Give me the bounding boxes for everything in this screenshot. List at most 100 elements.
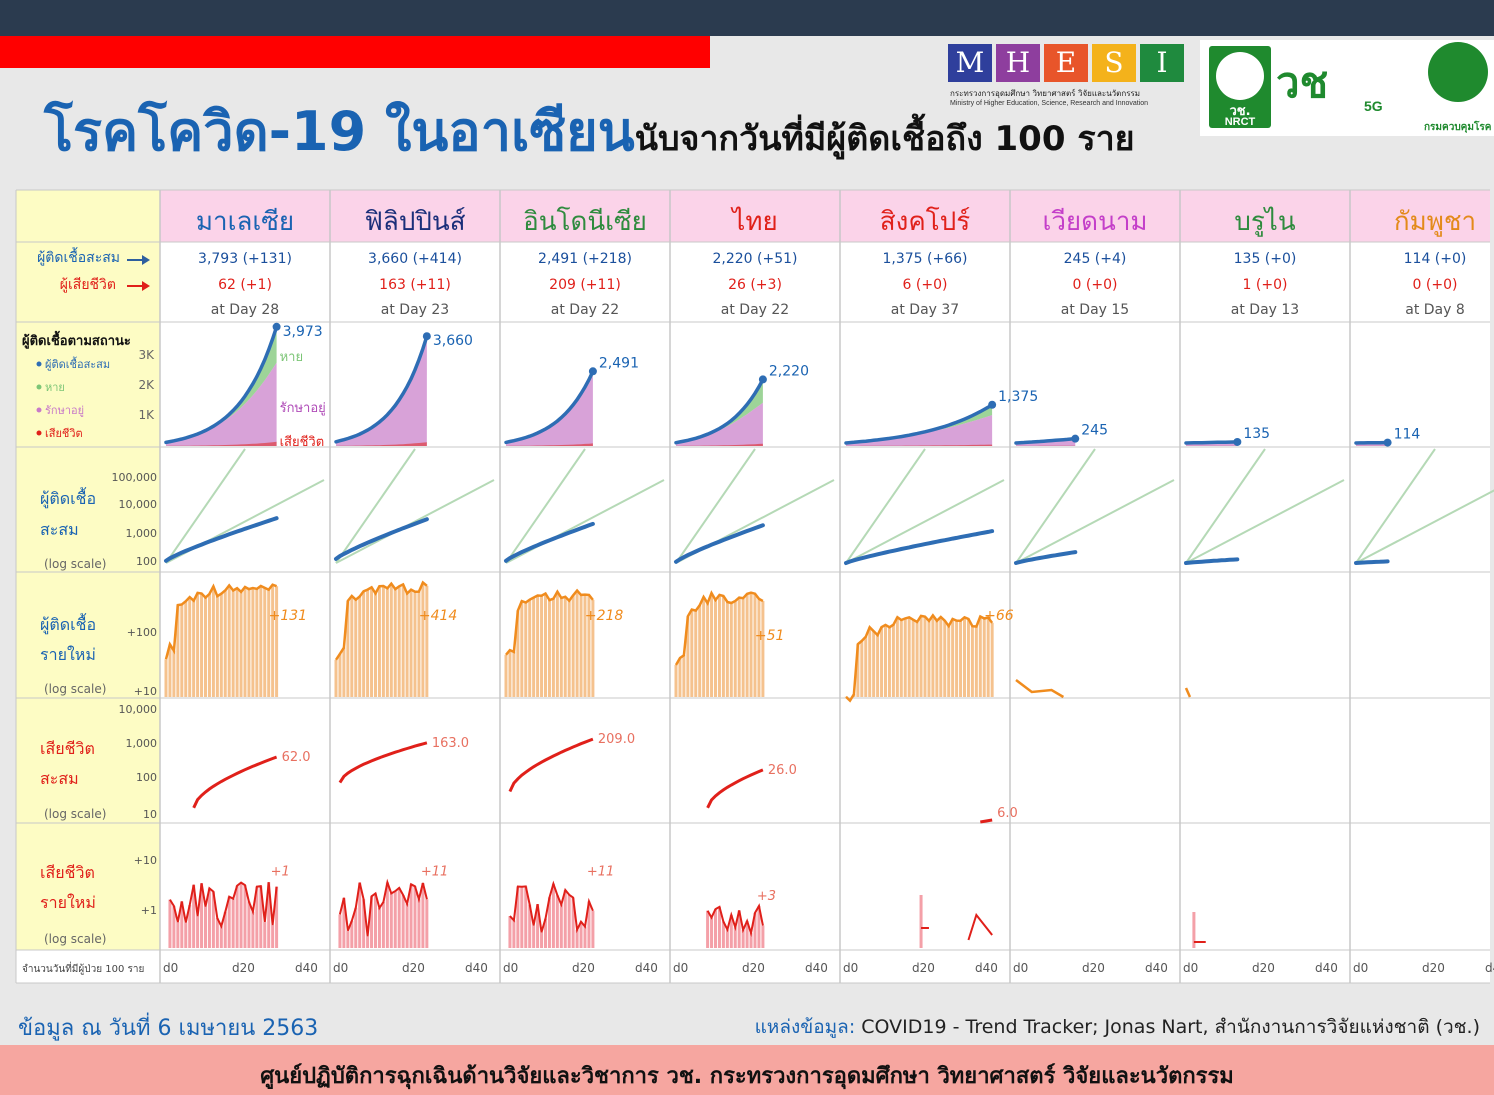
new-case-bar [176, 605, 180, 697]
new-case-bar [717, 594, 721, 697]
new-death-bar [757, 905, 761, 948]
new-death-bar [389, 893, 393, 948]
day-value: at Day 23 [381, 302, 449, 318]
recovered-annotation: หาย [280, 350, 304, 365]
new-death-bar [512, 920, 516, 948]
new-case-bar [184, 601, 188, 697]
death-new-tick: +1 [141, 904, 157, 917]
new-case-bar [239, 591, 243, 697]
new-death-bar [235, 885, 239, 948]
new-case-bar [682, 655, 686, 697]
new-case-bar [251, 588, 255, 697]
new-death-bar [919, 895, 923, 948]
new-cases-log-scale: (log scale) [44, 682, 106, 696]
new-case-bar [911, 619, 915, 697]
new-case-bar [555, 591, 559, 697]
new-death-bar [559, 904, 563, 948]
new-death-bar [516, 886, 520, 948]
x-tick-label: d0 [333, 961, 348, 975]
new-death-bar [275, 886, 279, 948]
log-cum-label-2: สะสม [40, 520, 79, 539]
new-case-bar [982, 618, 986, 697]
new-case-bar [334, 659, 338, 697]
new-case-bar [516, 610, 520, 697]
x-tick-label: d40 [635, 961, 658, 975]
new-death-bar [176, 922, 180, 948]
new-case-bar [172, 650, 176, 697]
new-death-bar [425, 899, 429, 948]
new-case-bar [540, 595, 544, 697]
source-text: COVID19 - Trend Tracker; Jonas Nart, สำน… [855, 1016, 1480, 1038]
new-case-bar [895, 617, 899, 697]
new-death-bar [374, 893, 377, 948]
new-death-bar [745, 920, 749, 948]
doubling-guide-fast [505, 448, 586, 564]
x-tick-label: d40 [1485, 961, 1494, 975]
new-death-label: +11 [421, 865, 448, 880]
cumulative-line [674, 377, 765, 445]
new-case-bar [547, 600, 551, 697]
day-value: at Day 22 [721, 302, 789, 318]
deaths-area [166, 441, 277, 446]
log-cum-label-1: ผู้ติดเชื้อ [40, 487, 96, 509]
new-case-bar [536, 595, 540, 697]
new-case-line [1184, 687, 1192, 698]
cumulative-end-label: 114 [1394, 427, 1421, 443]
new-case-bar [200, 593, 204, 697]
new-case-bar [710, 592, 714, 697]
new-case-bar [880, 627, 884, 697]
new-case-label: +218 [585, 608, 624, 624]
new-case-bar [721, 596, 725, 697]
cumulative-end-point [1233, 437, 1242, 446]
status-title: ผู้ติดเชื้อตามสถานะ [22, 330, 131, 349]
new-death-bar [575, 929, 579, 948]
mhesi-caption-en: Ministry of Higher Education, Science, R… [950, 100, 1149, 107]
cumulative-line [504, 369, 595, 445]
new-death-bar [366, 936, 370, 948]
new-case-bar [923, 616, 927, 697]
new-case-bar [393, 589, 397, 697]
new-death-bar [223, 911, 227, 948]
new-case-bar [860, 640, 864, 697]
new-death-bar [753, 912, 757, 948]
new-case-bar [385, 588, 389, 697]
new-death-bar [180, 901, 184, 948]
cumulative-end-point [588, 367, 597, 376]
death-new-log-scale: (log scale) [44, 932, 106, 946]
new-death-bar [381, 902, 385, 948]
day-value: at Day 22 [551, 302, 619, 318]
x-tick-label: d40 [1315, 961, 1338, 975]
mhesi-letter-e: E [1044, 44, 1088, 82]
cumulative-end-label: 3,660 [433, 333, 473, 349]
legend-label: ผู้ติดเชื้อสะสม [45, 356, 110, 371]
active-area [846, 415, 993, 446]
new-death-bar [192, 884, 196, 948]
day-value: at Day 8 [1405, 302, 1465, 318]
cumulative-end-point [422, 332, 431, 341]
new-case-bar [188, 597, 192, 697]
new-case-bar [425, 585, 429, 697]
new-case-bar [235, 588, 239, 697]
deaths-value: 0 (+0) [1073, 277, 1118, 293]
new-death-bar [508, 916, 512, 948]
new-case-bar [753, 593, 757, 697]
day-value: at Day 28 [211, 302, 279, 318]
nrct-th: วช. [1229, 104, 1251, 119]
new-case-bar [275, 586, 279, 697]
new-death-bar [255, 886, 259, 948]
new-death-bar [725, 929, 729, 948]
new-death-line [921, 912, 993, 941]
new-death-bar [544, 918, 547, 948]
death-cum-label-1: เสียชีวิต [40, 739, 95, 758]
new-case-bar [978, 616, 982, 697]
recovered-area [846, 404, 993, 443]
new-case-bar [678, 657, 682, 697]
new-case-bar [943, 620, 947, 697]
x-tick-label: d20 [402, 961, 425, 975]
new-case-bar [255, 588, 259, 697]
new-case-bar [508, 650, 512, 697]
new-case-bar [192, 600, 196, 697]
log-cumulative-line [334, 517, 429, 561]
new-death-bar [551, 883, 555, 948]
